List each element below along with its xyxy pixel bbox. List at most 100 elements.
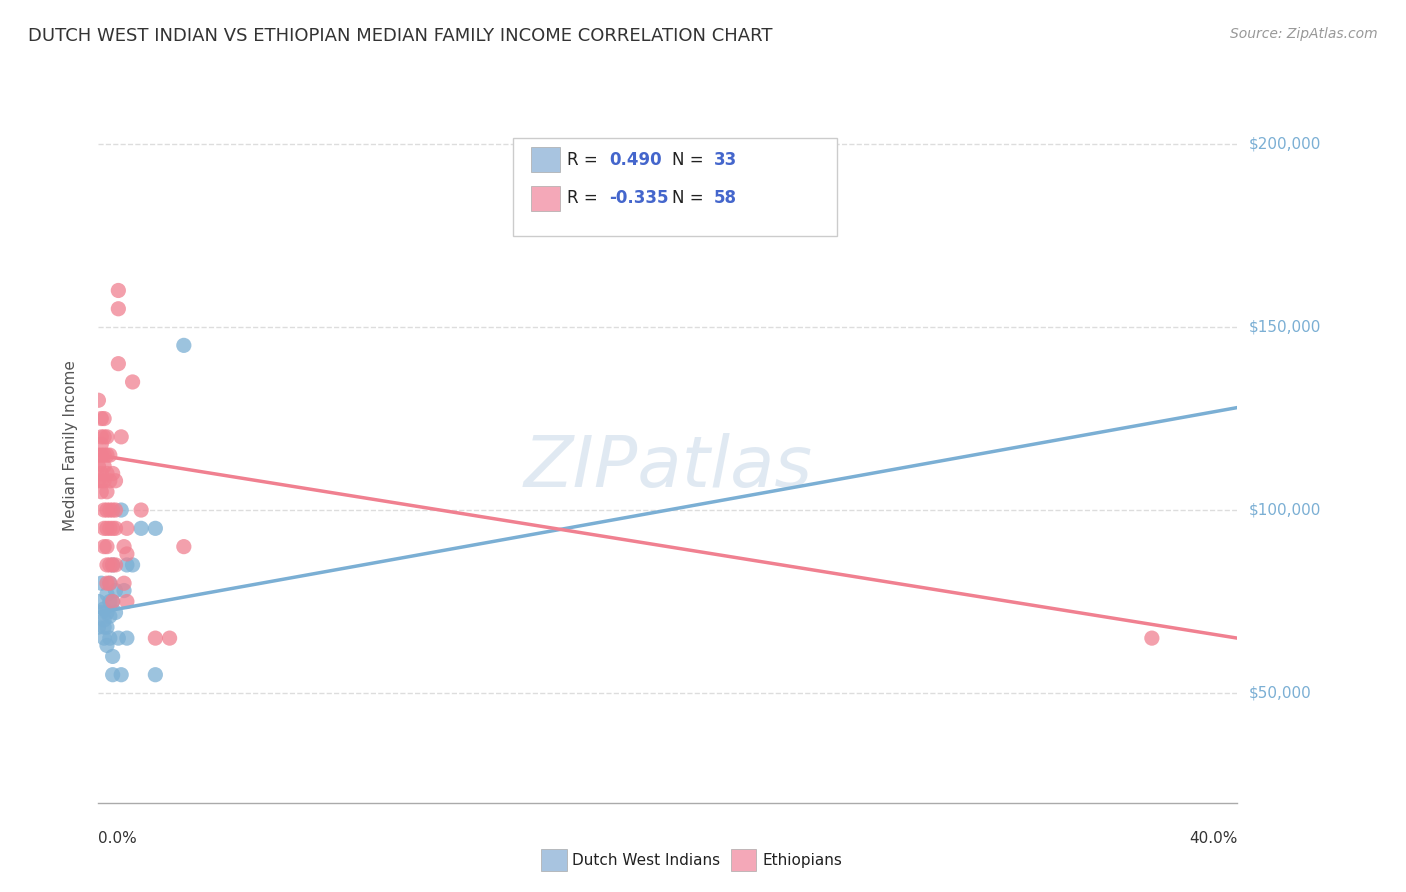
Point [112,540,135,554]
Point [101,467,124,481]
Point [87,459,110,474]
Text: 40.0%: 40.0% [1189,831,1237,847]
Point [112,583,135,598]
Point [98,448,121,462]
Point [96,576,118,591]
Text: N =: N = [672,189,709,207]
Point [107,284,129,298]
Point [107,631,129,645]
Point [121,558,143,572]
Point [101,503,124,517]
Point [96,558,118,572]
Point [101,594,124,608]
Point [87,393,110,408]
Point [96,467,118,481]
Point [115,521,138,535]
Point [104,583,127,598]
Point [93,602,115,616]
Point [104,606,127,620]
Point [104,558,127,572]
Point [87,594,110,608]
Point [90,467,112,481]
Point [93,540,115,554]
Y-axis label: Median Family Income: Median Family Income [63,360,77,532]
Text: $100,000: $100,000 [1249,502,1320,517]
Point [93,503,115,517]
Point [129,503,152,517]
Point [93,620,115,634]
Point [98,594,121,608]
Point [110,430,132,444]
Point [145,521,167,535]
Point [101,594,124,608]
Point [104,474,127,488]
Point [96,430,118,444]
Point [96,620,118,634]
Text: -0.335: -0.335 [609,189,668,207]
Text: $150,000: $150,000 [1249,319,1320,334]
Point [87,448,110,462]
Point [93,474,115,488]
Point [98,503,121,517]
Point [93,613,115,627]
Point [107,357,129,371]
Text: Dutch West Indians: Dutch West Indians [572,854,720,868]
Point [145,631,167,645]
Point [90,448,112,462]
Point [121,375,143,389]
Point [101,649,124,664]
Point [101,558,124,572]
Point [159,631,181,645]
Point [96,639,118,653]
Point [96,587,118,601]
Text: 0.490: 0.490 [609,151,661,169]
Point [110,667,132,681]
Point [96,606,118,620]
Point [96,503,118,517]
Point [93,411,115,425]
Point [87,474,110,488]
Text: $50,000: $50,000 [1249,686,1312,700]
Point [98,558,121,572]
Point [90,474,112,488]
Point [98,576,121,591]
Point [173,540,195,554]
Point [98,609,121,624]
Point [96,484,118,499]
Point [93,521,115,535]
Point [98,474,121,488]
Point [93,430,115,444]
Point [90,430,112,444]
Point [93,631,115,645]
Text: ZIPatlas: ZIPatlas [523,433,813,502]
Point [129,521,152,535]
Point [90,606,112,620]
Text: N =: N = [672,151,709,169]
Point [96,540,118,554]
Point [90,576,112,591]
Point [90,411,112,425]
Point [101,667,124,681]
Text: Source: ZipAtlas.com: Source: ZipAtlas.com [1230,27,1378,41]
Point [1140,631,1163,645]
Point [93,459,115,474]
Point [101,558,124,572]
Point [110,503,132,517]
Point [145,667,167,681]
Point [96,448,118,462]
Text: DUTCH WEST INDIAN VS ETHIOPIAN MEDIAN FAMILY INCOME CORRELATION CHART: DUTCH WEST INDIAN VS ETHIOPIAN MEDIAN FA… [28,27,773,45]
Point [115,558,138,572]
Text: 58: 58 [714,189,737,207]
Point [112,576,135,591]
Point [115,594,138,608]
Point [96,521,118,535]
Point [173,338,195,352]
Text: $200,000: $200,000 [1249,136,1320,152]
Text: R =: R = [567,151,603,169]
Point [98,631,121,645]
Point [98,576,121,591]
Point [93,448,115,462]
Text: 0.0%: 0.0% [98,831,138,847]
Point [115,631,138,645]
Point [107,301,129,316]
